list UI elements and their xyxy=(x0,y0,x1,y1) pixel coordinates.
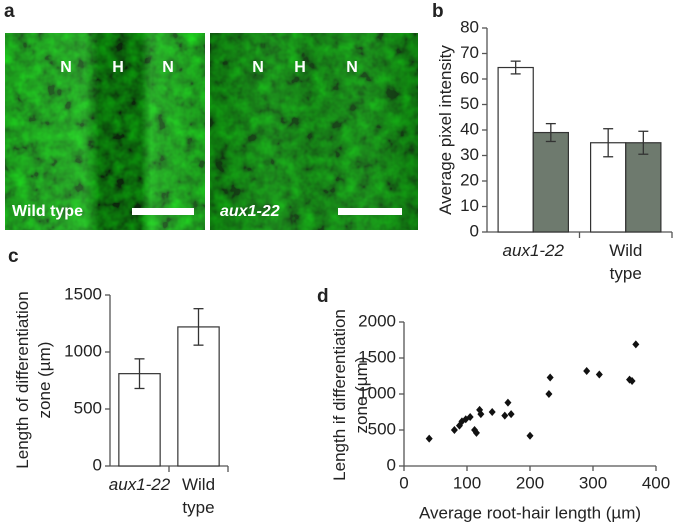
error-bar xyxy=(134,358,145,390)
point xyxy=(504,398,512,407)
error-bar xyxy=(510,60,521,75)
y-tick-label: 0 xyxy=(387,455,396,474)
point xyxy=(632,340,640,349)
y-tick-label: 500 xyxy=(74,398,102,417)
bar xyxy=(625,142,662,233)
zone-mark: N xyxy=(162,59,174,76)
y-tick-label: 1500 xyxy=(358,347,396,366)
y-tick-label: 20 xyxy=(460,170,479,189)
scale-bar xyxy=(338,208,402,215)
point xyxy=(526,431,534,440)
point xyxy=(501,411,509,420)
image-caption: aux1-22 xyxy=(220,203,280,220)
y-tick-label: 30 xyxy=(460,145,479,164)
y-tick-label: 1500 xyxy=(64,284,102,303)
zone-mark: N xyxy=(346,59,358,76)
image-caption: Wild type xyxy=(12,203,83,220)
panel-label: a xyxy=(4,1,15,22)
bar xyxy=(589,142,627,233)
point xyxy=(583,366,591,375)
y-tick-label: 2000 xyxy=(358,311,396,330)
y-tick-label: 1000 xyxy=(358,383,396,402)
y-axis-label: Length of differentiation zone (µm) xyxy=(13,291,54,468)
point xyxy=(546,373,554,382)
y-tick-label: 0 xyxy=(93,455,102,474)
x-axis-label: Average root-hair length (µm) xyxy=(419,503,641,522)
y-tick-label: 10 xyxy=(460,196,479,215)
y-tick-label: 50 xyxy=(460,94,479,113)
point xyxy=(425,434,433,443)
y-tick-label: 500 xyxy=(368,419,396,438)
image-texture xyxy=(5,33,205,230)
point xyxy=(450,426,458,434)
x-tick-label: 400 xyxy=(642,473,670,492)
point xyxy=(466,413,474,422)
point xyxy=(545,390,553,398)
micrograph-wild-type: N H N Wild type xyxy=(5,33,205,230)
x-tick-label: 300 xyxy=(579,473,607,492)
x-tick-label: 200 xyxy=(516,473,544,492)
error-bar xyxy=(638,130,649,155)
panel-label: c xyxy=(8,246,19,267)
y-tick-label: 40 xyxy=(460,119,479,138)
point xyxy=(488,408,496,416)
x-tick-label: 0 xyxy=(399,473,408,492)
zone-mark: N xyxy=(60,59,72,76)
x-tick-label: aux1-22 xyxy=(109,475,171,494)
x-tick-label: Wild type xyxy=(609,241,642,283)
x-tick-label: aux1-22 xyxy=(503,241,565,260)
image-texture xyxy=(210,33,418,230)
y-tick-label: 80 xyxy=(460,17,479,36)
point xyxy=(628,377,636,386)
zone-mark: N xyxy=(252,59,264,76)
bar xyxy=(497,66,534,233)
x-tick-label: Wild type xyxy=(182,475,215,517)
panel-label: b xyxy=(432,1,444,22)
zone-mark: H xyxy=(112,59,124,76)
y-tick-label: 60 xyxy=(460,68,479,87)
point xyxy=(507,410,515,419)
bar xyxy=(177,326,220,467)
bar xyxy=(532,131,570,233)
error-bar xyxy=(193,308,204,346)
point xyxy=(595,370,603,379)
y-axis-label: Average pixel intensity xyxy=(436,45,455,215)
y-axis-label: Length if differentiation zone (µm) xyxy=(330,309,371,481)
micrograph-mutant: N H N aux1-22 xyxy=(210,33,418,230)
y-tick-label: 0 xyxy=(470,221,479,240)
y-tick-label: 70 xyxy=(460,43,479,62)
error-bar xyxy=(545,122,556,143)
zone-mark: H xyxy=(294,59,306,76)
point xyxy=(472,428,480,437)
y-tick-label: 1000 xyxy=(64,341,102,360)
point xyxy=(477,410,485,419)
x-tick-label: 100 xyxy=(453,473,481,492)
scale-bar xyxy=(132,208,194,215)
panel-label: d xyxy=(317,286,329,307)
error-bar xyxy=(603,128,614,158)
